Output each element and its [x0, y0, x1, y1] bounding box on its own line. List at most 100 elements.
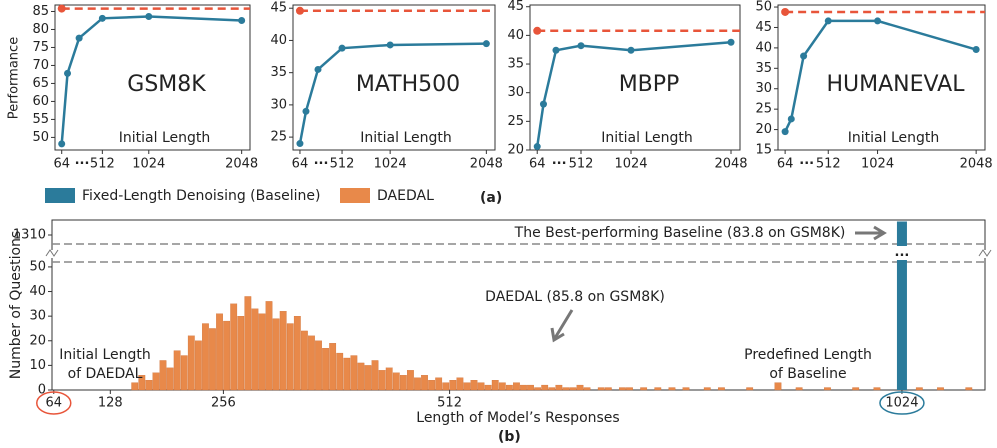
y-tick-label: 80	[32, 22, 49, 37]
x-tick-label: 128	[98, 396, 123, 411]
y-tick-label: 25	[507, 114, 524, 129]
histogram-bar	[718, 387, 725, 391]
y-tick-label: 50	[755, 0, 772, 15]
histogram-bar	[166, 367, 174, 391]
series-line	[535, 41, 732, 147]
series-point	[64, 69, 72, 77]
histogram-bar	[442, 382, 450, 391]
series-point	[58, 140, 66, 148]
series-point	[577, 42, 585, 50]
histogram-bar	[315, 340, 322, 391]
histogram-bar	[209, 328, 216, 391]
y-tick-label: 85	[32, 4, 49, 19]
x-tick-label: 64	[53, 157, 70, 172]
histogram-bar	[350, 355, 358, 391]
histogram-bar	[682, 387, 690, 391]
histogram-bar	[498, 382, 506, 391]
series-line	[298, 42, 487, 144]
series-point	[824, 17, 832, 25]
y-tick-label: 30	[755, 81, 772, 96]
annotation: Predefined Length	[744, 347, 872, 363]
histogram-bar	[371, 360, 379, 391]
x-ellipsis: ···	[314, 157, 329, 172]
histogram-bar	[272, 318, 280, 391]
y-tick-label: 30	[29, 309, 46, 324]
series-point	[75, 34, 83, 42]
series-point	[727, 38, 735, 46]
histogram-bar	[604, 387, 612, 391]
x-tick-label: 1024	[885, 396, 918, 411]
series-point	[296, 140, 304, 148]
x-tick-label: 512	[330, 157, 355, 172]
series-point	[145, 13, 153, 21]
histogram-bar	[569, 387, 577, 391]
histogram-bar	[484, 384, 492, 391]
y-tick-label: 65	[32, 76, 49, 91]
histogram-bar	[265, 301, 273, 391]
histogram-bar	[385, 367, 393, 391]
series-point	[98, 14, 106, 22]
series-point	[338, 44, 346, 52]
arrow	[550, 309, 574, 343]
series-point	[972, 46, 980, 54]
x-tick-label: 1024	[374, 157, 407, 172]
histogram-bar	[534, 387, 542, 391]
legend-label: DAEDAL	[377, 188, 434, 204]
series-point	[552, 46, 560, 54]
histogram-bar	[915, 387, 923, 391]
histogram-bar	[527, 384, 534, 391]
y-tick-label: 35	[270, 65, 287, 80]
histogram-bar	[357, 362, 365, 391]
y-tick-label: 1310	[13, 228, 46, 243]
histogram-bar	[336, 352, 344, 391]
y-tick-label: 70	[32, 58, 49, 73]
histogram-bar	[145, 380, 153, 391]
y-tick-label: 60	[32, 94, 49, 109]
x-tick-label: 1024	[132, 157, 165, 172]
reference-point	[295, 6, 304, 15]
dataset-label: MATH500	[356, 72, 460, 97]
series-point	[533, 143, 541, 151]
dataset-label: MBPP	[619, 72, 680, 97]
annotation: The Best-performing Baseline (83.8 on GS…	[514, 225, 846, 241]
histogram-bar	[187, 335, 195, 391]
y-tick-label: 50	[29, 259, 46, 274]
histogram-bar	[824, 387, 831, 391]
histogram-bar	[308, 335, 315, 391]
x-tick-label: 64	[292, 157, 309, 172]
y-tick-label: 25	[755, 102, 772, 117]
x-tick-label: 64	[529, 157, 546, 172]
histogram-bar	[322, 348, 329, 391]
y-tick-label: 25	[270, 130, 287, 145]
series-point	[302, 107, 310, 115]
histogram-bar	[414, 377, 421, 391]
y-label: Performance	[7, 37, 22, 119]
histogram-bar	[852, 387, 860, 391]
y-tick-label: 45	[270, 1, 287, 16]
x-tick-label: 2048	[470, 157, 503, 172]
histogram-bar	[392, 372, 400, 391]
tick-highlight	[879, 391, 925, 415]
series-point	[627, 46, 635, 54]
x-tick-label: 1024	[861, 157, 894, 172]
x-tick-label: 256	[211, 396, 236, 411]
y-label: Number of Questions	[8, 231, 24, 380]
histogram-bar	[286, 323, 294, 391]
series-line	[60, 15, 242, 144]
break-gap	[889, 246, 914, 260]
histogram-bar	[293, 316, 301, 391]
histogram-bar	[505, 384, 513, 391]
reference-point	[533, 26, 542, 35]
legend-swatch	[45, 188, 75, 203]
histogram-bar	[965, 387, 973, 391]
series-point	[800, 52, 808, 60]
histogram-bar	[583, 387, 591, 391]
histogram-bar	[626, 387, 633, 391]
histogram-bar	[399, 375, 407, 391]
y-tick-label: 55	[32, 112, 49, 127]
reference-point	[57, 4, 66, 13]
histogram-bar	[223, 320, 231, 391]
y-tick-label: 20	[755, 122, 772, 137]
histogram-bar	[774, 382, 782, 391]
